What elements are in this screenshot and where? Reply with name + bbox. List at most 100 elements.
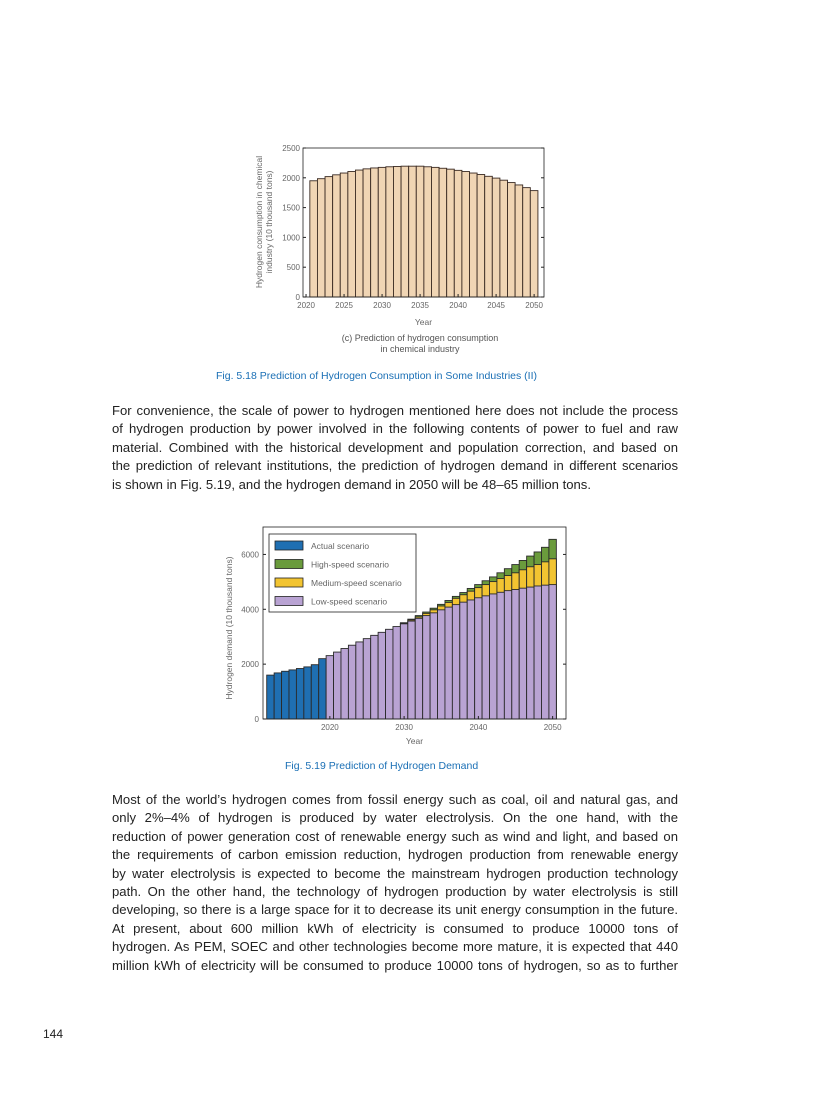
text-line: the prediction of relevant institutions,… bbox=[112, 458, 678, 474]
bar-low-speed-scenario2033 bbox=[422, 615, 431, 720]
figure-5-18-subcaption: (c) Prediction of hydrogen consumption i… bbox=[310, 333, 530, 355]
bar-2049 bbox=[522, 187, 531, 298]
bar-low-speed-scenario2032 bbox=[414, 617, 424, 720]
y-tick-label: 6000 bbox=[241, 550, 259, 559]
bar-2044 bbox=[484, 175, 493, 298]
paragraph-1: For convenience, the scale of power to h… bbox=[112, 402, 678, 494]
x-tick-label: 2045 bbox=[487, 301, 505, 310]
bar-low-speed-scenario2021 bbox=[333, 651, 342, 720]
legend-swatch bbox=[274, 596, 304, 606]
bar-actual-scenario2018 bbox=[310, 664, 320, 720]
bar-2038 bbox=[438, 167, 448, 298]
bar-low-speed-scenario2031 bbox=[407, 620, 416, 720]
bar-2030 bbox=[377, 166, 387, 298]
bar-low-speed-scenario2028 bbox=[385, 628, 394, 720]
bar-low-speed-scenario2030 bbox=[399, 623, 409, 720]
bar-low-speed-scenario2049 bbox=[541, 584, 550, 720]
bar-low-speed-scenario2029 bbox=[392, 626, 401, 720]
bar-low-speed-scenario2034 bbox=[429, 612, 438, 720]
bar-2023 bbox=[324, 176, 334, 298]
text-line: For convenience, the scale of power to h… bbox=[112, 403, 678, 418]
bar-low-speed-scenario2048 bbox=[533, 585, 542, 720]
bar-2031 bbox=[385, 166, 394, 298]
bar-low-speed-scenario2026 bbox=[370, 634, 379, 720]
bar-2050 bbox=[529, 190, 539, 298]
bar-actual-scenario2012 bbox=[266, 674, 275, 720]
bar-2047 bbox=[507, 182, 516, 298]
y-tick-label: 0 bbox=[255, 715, 260, 724]
chart-hydrogen-chemical-industry: 0 500 1000 1500 2000 2500 2020 2025 2030 2035 2040… bbox=[254, 144, 545, 327]
y-tick-label: 1000 bbox=[282, 233, 300, 242]
bar-actual-scenario2014 bbox=[281, 670, 290, 720]
x-tick-label: 2020 bbox=[297, 301, 315, 310]
x-tick-label: 2040 bbox=[469, 723, 487, 732]
paragraph-2: Most of the world’s hydrogen comes from … bbox=[112, 791, 678, 975]
legend-label: Actual scenario bbox=[311, 541, 369, 551]
text-line: the requirements of carbon emission redu… bbox=[112, 847, 678, 863]
x-tick-label: 2050 bbox=[525, 301, 543, 310]
bar-actual-scenario2019 bbox=[318, 658, 327, 720]
text-line: of hydrogen production by power involved… bbox=[112, 421, 678, 437]
bar-2026 bbox=[347, 171, 356, 298]
bar-low-speed-scenario2038 bbox=[459, 601, 468, 720]
plot-frame bbox=[302, 147, 545, 298]
x-tick-label: 2030 bbox=[395, 723, 413, 732]
bar-2048 bbox=[514, 184, 524, 298]
bar-2037 bbox=[431, 166, 440, 298]
bar-low-speed-scenario2025 bbox=[362, 638, 372, 720]
y-tick-label: 2000 bbox=[241, 660, 259, 669]
bar-2021 bbox=[309, 180, 318, 298]
y-tick-label: 2000 bbox=[282, 174, 300, 183]
text-line: only 2%–4% of hydrogen is produced by wa… bbox=[112, 810, 678, 826]
text-line: is shown in Fig. 5.19, and the hydrogen … bbox=[112, 476, 591, 492]
bar-low-speed-scenario2027 bbox=[377, 631, 386, 720]
x-tick-label: 2020 bbox=[321, 723, 339, 732]
y-tick-label: 2500 bbox=[282, 144, 300, 153]
bar-2033 bbox=[400, 165, 410, 298]
x-tick-label: 2025 bbox=[335, 301, 353, 310]
y-tick-label: 0 bbox=[296, 293, 301, 302]
x-tick-label: 2035 bbox=[411, 301, 429, 310]
bar-low-speed-scenario2035 bbox=[437, 609, 446, 720]
subcaption-line: in chemical industry bbox=[380, 344, 460, 354]
x-tick-label: 2030 bbox=[373, 301, 391, 310]
figure-5-19-caption: Fig. 5.19 Prediction of Hydrogen Demand bbox=[285, 760, 479, 772]
y-tick-label: 500 bbox=[287, 263, 301, 272]
bar-low-speed-scenario2037 bbox=[451, 604, 461, 720]
bar-2036 bbox=[423, 166, 432, 298]
figure-5-18-caption: Fig. 5.18 Prediction of Hydrogen Consump… bbox=[216, 370, 537, 382]
text-line: hydrogen. As PEM, SOEC and other technol… bbox=[112, 939, 678, 955]
bar-low-speed-scenario2050 bbox=[548, 584, 557, 720]
bar-low-speed-scenario2023 bbox=[347, 644, 357, 720]
plot-frame bbox=[262, 526, 567, 720]
bar-2043 bbox=[476, 174, 486, 298]
x-tick-label: 2040 bbox=[449, 301, 467, 310]
bar-actual-scenario2015 bbox=[288, 669, 297, 720]
bar-low-speed-scenario2044 bbox=[503, 590, 513, 720]
text-line: At present, about 600 million kWh of ele… bbox=[112, 920, 678, 936]
bar-2045 bbox=[491, 177, 501, 298]
bar-actual-scenario2017 bbox=[303, 666, 312, 720]
text-line: Most of the world’s hydrogen comes from … bbox=[112, 792, 678, 807]
bar-2042 bbox=[469, 172, 478, 298]
bar-2046 bbox=[499, 179, 508, 298]
bar-2024 bbox=[332, 174, 341, 298]
bar-2028 bbox=[362, 168, 372, 298]
bar-low-speed-scenario2046 bbox=[518, 587, 528, 720]
bar-2029 bbox=[370, 167, 379, 298]
legend-label: High-speed scenario bbox=[311, 560, 389, 570]
bar-2040 bbox=[453, 169, 463, 298]
bar-low-speed-scenario2045 bbox=[511, 589, 520, 720]
bar-low-speed-scenario2039 bbox=[466, 599, 476, 720]
legend-swatch bbox=[274, 577, 304, 588]
bar-2034 bbox=[408, 165, 417, 298]
bar-low-speed-scenario2047 bbox=[526, 586, 535, 720]
text-line: material. Combined with the historical d… bbox=[112, 439, 678, 455]
bar-2022 bbox=[316, 178, 326, 298]
y-tick-label: 4000 bbox=[241, 605, 259, 614]
text-line: million kWh of electricity will be consu… bbox=[112, 957, 678, 973]
text-line: reduction of power generation cost of re… bbox=[112, 828, 678, 844]
legend-label: Medium-speed scenario bbox=[311, 578, 402, 588]
chart-hydrogen-demand: 0 2000 4000 6000 2020 2030 2040 2050 Year Hydroge… bbox=[224, 526, 567, 746]
